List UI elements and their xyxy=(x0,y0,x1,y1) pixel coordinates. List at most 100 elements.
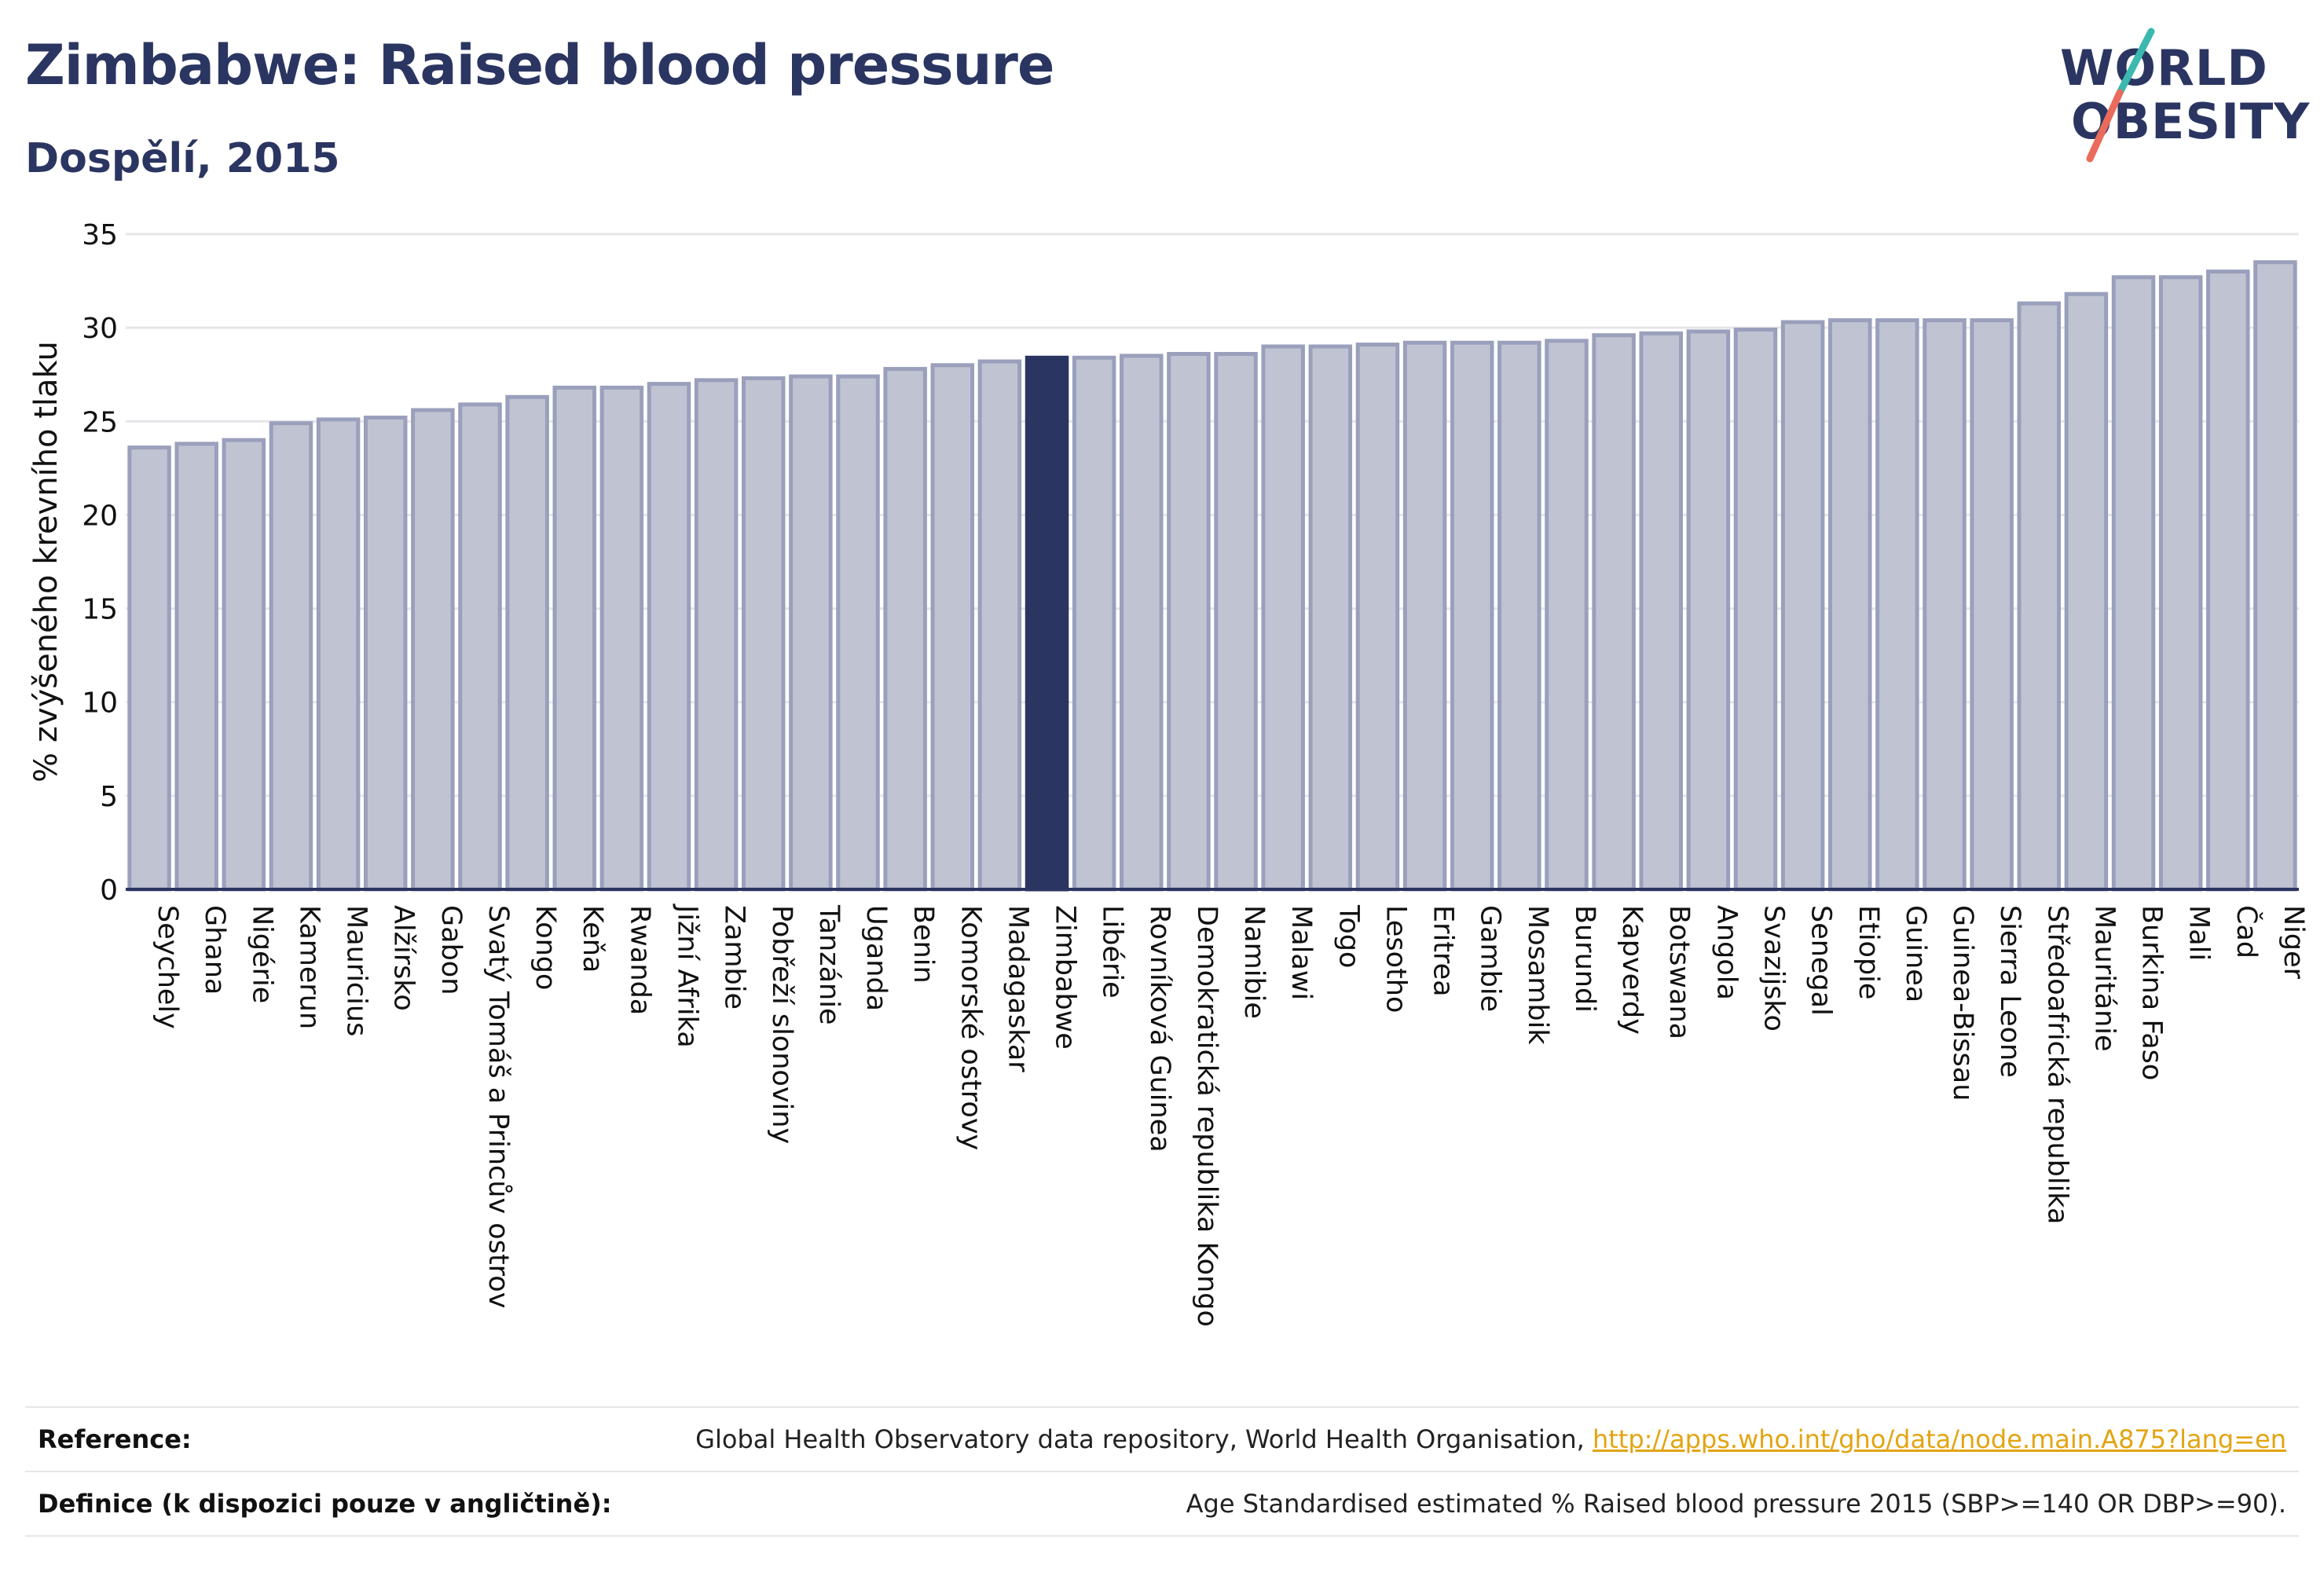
x-tick-label: Kapverdy xyxy=(1616,905,1648,1035)
bar-zimbabwe xyxy=(1025,355,1069,892)
bar-etiopie xyxy=(1828,318,1872,892)
bar-benin xyxy=(883,367,927,892)
y-tick-label: 30 xyxy=(82,313,118,345)
chart-title: Zimbabwe: Raised blood pressure xyxy=(25,33,1054,97)
x-tick-label: Svazijsko xyxy=(1758,905,1790,1032)
reference-content: Global Health Observatory data repositor… xyxy=(695,1424,2286,1454)
bar-mali xyxy=(2158,275,2203,892)
bar-jižní-afrika xyxy=(647,382,691,892)
bar-guinea-bissau xyxy=(1923,318,1967,892)
logo-slash-icon xyxy=(2086,27,2155,163)
bar-rwanda xyxy=(599,385,644,892)
x-tick-label: Rovníková Guinea xyxy=(1144,905,1175,1153)
x-tick-label: Svatý Tomáš a Princův ostrov xyxy=(482,905,514,1308)
x-tick-label: Benin xyxy=(907,905,939,984)
reference-link[interactable]: http://apps.who.int/gho/data/node.main.A… xyxy=(1592,1424,2286,1454)
bar-libérie xyxy=(1072,355,1116,892)
x-tick-label: Středoafrická republika xyxy=(2041,905,2073,1224)
x-tick-label: Guinea-Bissau xyxy=(1947,905,1978,1101)
reference-row: Reference: Global Health Observatory dat… xyxy=(38,1420,2286,1458)
footer-divider-top xyxy=(25,1406,2299,1408)
reference-label: Reference: xyxy=(38,1424,192,1454)
bar-gambie xyxy=(1450,340,1494,892)
bar-mauricius xyxy=(316,417,361,892)
logo-line2: OBESITY xyxy=(2071,93,2311,150)
x-tick-label: Angola xyxy=(1710,905,1742,1000)
y-tick-label: 0 xyxy=(100,874,118,907)
x-tick-label: Niger xyxy=(2278,905,2309,980)
bar-středoafrická-republika xyxy=(2017,301,2062,892)
definition-text: Age Standardised estimated % Raised bloo… xyxy=(1186,1489,2286,1519)
reference-text: Global Health Observatory data repositor… xyxy=(695,1424,1585,1454)
y-tick-label: 20 xyxy=(82,500,118,532)
bar-malawi xyxy=(1261,344,1305,892)
bar-svazijsko xyxy=(1733,328,1778,892)
x-tick-label: Kamerun xyxy=(293,905,324,1029)
bar-mosambik xyxy=(1497,340,1541,892)
x-tick-label: Kongo xyxy=(530,905,561,990)
x-tick-label: Čad xyxy=(2231,905,2264,958)
bar-komorské-ostrovy xyxy=(930,363,975,892)
bar-madagaskar xyxy=(977,359,1022,892)
x-tick-label: Mauritánie xyxy=(2088,905,2120,1052)
x-tick-label: Eritrea xyxy=(1428,905,1459,997)
y-tick-label: 5 xyxy=(100,781,118,813)
definition-row: Definice (k dispozici pouze v angličtině… xyxy=(38,1485,2286,1523)
bar-pobřeží-slonoviny xyxy=(742,376,786,892)
bar-angola xyxy=(1686,329,1731,892)
x-tick-label: Libérie xyxy=(1097,905,1128,999)
bar-svatý-tomáš-a-princův-ostrov xyxy=(458,402,502,892)
world-obesity-logo: WORLD OBESITY xyxy=(2051,24,2310,173)
bar-demokratická-republika-kongo xyxy=(1167,352,1211,892)
definition-label: Definice (k dispozici pouze v angličtině… xyxy=(38,1489,612,1519)
bar-niger xyxy=(2253,260,2297,892)
x-tick-label: Mosambik xyxy=(1522,905,1553,1045)
x-tick-label: Keňa xyxy=(577,905,608,973)
bar-burundi xyxy=(1545,339,1589,892)
x-tick-label: Seychely xyxy=(152,905,183,1029)
x-tick-label: Burkina Faso xyxy=(2136,905,2168,1080)
x-tick-label: Etiopie xyxy=(1853,905,1884,999)
x-tick-label: Rwanda xyxy=(624,905,655,1015)
footer: Reference: Global Health Observatory dat… xyxy=(25,1406,2299,1563)
bar-botswana xyxy=(1639,331,1683,892)
x-tick-label: Burundi xyxy=(1569,905,1600,1013)
bar-gabon xyxy=(411,408,455,892)
x-tick-label: Togo xyxy=(1332,904,1364,968)
x-tick-labels: Seychely Ghana Nigérie Kamerun Mauricius Alží… xyxy=(152,903,2309,1327)
bar-chart: 0 5 10 15 20 25 30 35 Seychely Ghana Nigérie Kamer… xyxy=(28,219,2309,1327)
bar-rovníková-guinea xyxy=(1120,354,1164,892)
bar-alžírsko xyxy=(363,416,408,892)
x-tick-label: Demokratická republika Kongo xyxy=(1191,905,1222,1327)
x-tick-label: Gambie xyxy=(1475,905,1506,1012)
y-tick-labels: 0 5 10 15 20 25 30 35 xyxy=(82,219,118,907)
y-tick-label: 35 xyxy=(82,219,118,251)
x-tick-label: Mali xyxy=(2183,905,2215,961)
x-tick-label: Guinea xyxy=(1900,905,1931,1002)
bar-mauritánie xyxy=(2064,291,2109,892)
bar-burkina-faso xyxy=(2111,275,2156,892)
bar-nigérie xyxy=(222,438,266,892)
bar-kamerun xyxy=(269,421,313,892)
x-tick-label: Tanzánie xyxy=(813,904,845,1024)
footer-divider-bottom xyxy=(25,1535,2299,1537)
bar-ghana xyxy=(174,442,218,892)
x-tick-label: Madagaskar xyxy=(1002,905,1033,1072)
x-tick-label: Alžírsko xyxy=(388,905,420,1011)
x-tick-label: Zambie xyxy=(719,905,750,1010)
bar-togo xyxy=(1308,344,1353,892)
x-tick-label: Pobřeží slonoviny xyxy=(766,905,797,1144)
x-tick-label: Uganda xyxy=(860,905,892,1011)
bar-eritrea xyxy=(1402,340,1447,892)
bar-uganda xyxy=(836,374,880,892)
x-tick-label: Senegal xyxy=(1805,905,1837,1016)
x-tick-label: Ghana xyxy=(199,905,230,995)
x-tick-label: Zimbabwe xyxy=(1050,905,1081,1050)
x-tick-label: Sierra Leone xyxy=(1994,905,2025,1078)
bar-lesotho xyxy=(1355,343,1400,892)
bar-tanzánie xyxy=(789,374,833,892)
chart-subtitle: Dospělí, 2015 xyxy=(25,135,340,182)
bar-seychely xyxy=(127,445,171,892)
x-tick-label: Komorské ostrovy xyxy=(955,905,986,1150)
x-tick-label: Namibie xyxy=(1238,905,1270,1019)
